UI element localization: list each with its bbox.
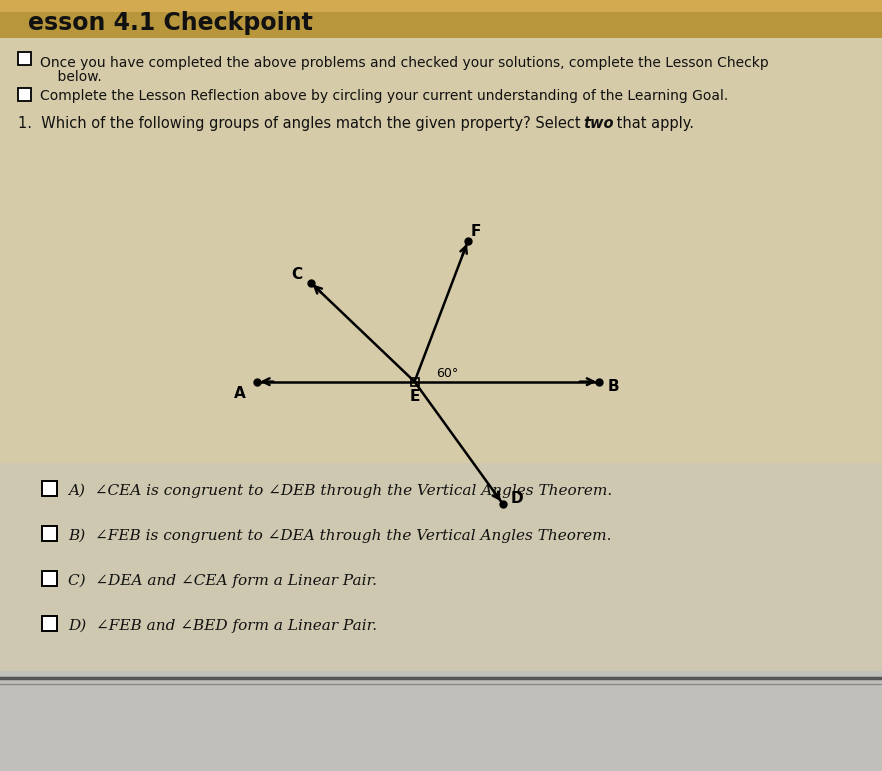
Bar [0, 671, 882, 771]
Bar [42, 571, 57, 586]
Text: C)  ∠DEA and ∠CEA form a Linear Pair.: C) ∠DEA and ∠CEA form a Linear Pair. [68, 574, 377, 588]
Text: below.: below. [40, 70, 101, 84]
Text: B: B [608, 379, 619, 394]
Text: esson 4.1 Checkpoint: esson 4.1 Checkpoint [28, 11, 313, 35]
Bar [0, 0, 882, 38]
Text: Once you have completed the above problems and checked your solutions, complete : Once you have completed the above proble… [40, 56, 769, 70]
Bar [18, 88, 31, 101]
Text: 60°: 60° [437, 367, 459, 380]
Text: A)  ∠CEA is congruent to ∠DEB through the Vertical Angles Theorem.: A) ∠CEA is congruent to ∠DEB through the… [68, 484, 612, 498]
Bar [0, 0, 882, 12]
Text: C: C [291, 267, 303, 282]
Bar [42, 616, 57, 631]
Text: that apply.: that apply. [612, 116, 694, 131]
Text: F: F [471, 224, 482, 238]
Text: D)  ∠FEB and ∠BED form a Linear Pair.: D) ∠FEB and ∠BED form a Linear Pair. [68, 619, 377, 633]
Text: E: E [409, 389, 420, 404]
Bar [18, 52, 31, 65]
Text: D: D [511, 491, 523, 506]
Text: 1.  Which of the following groups of angles match the given property? Select: 1. Which of the following groups of angl… [18, 116, 586, 131]
Text: B)  ∠FEB is congruent to ∠DEA through the Vertical Angles Theorem.: B) ∠FEB is congruent to ∠DEA through the… [68, 529, 611, 544]
Text: two: two [583, 116, 614, 131]
Text: Complete the Lesson Reflection above by circling your current understanding of t: Complete the Lesson Reflection above by … [40, 89, 729, 103]
Bar [0, 463, 882, 671]
Bar [42, 481, 57, 496]
Bar [410, 378, 419, 386]
Bar [0, 0, 882, 671]
Text: A: A [234, 386, 245, 401]
Bar [42, 526, 57, 541]
